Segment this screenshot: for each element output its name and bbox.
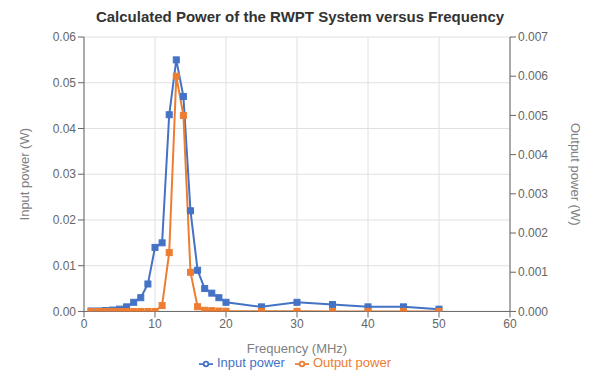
- svg-text:50: 50: [432, 317, 446, 331]
- html-text:Calculated Power of the RWPT S: Calculated Power of the RWPT System vers…: [95, 8, 505, 25]
- html-text:Output power: Output power: [312, 355, 391, 371]
- svg-text:20: 20: [219, 317, 233, 331]
- svg-text:0.001: 0.001: [518, 265, 548, 279]
- svg-text:40: 40: [361, 317, 375, 331]
- svg-text:0.005: 0.005: [518, 109, 548, 123]
- svg-text:0.004: 0.004: [518, 148, 548, 162]
- svg-text:0.03: 0.03: [53, 167, 77, 181]
- svg-text:0.00: 0.00: [53, 305, 77, 319]
- svg-text:0.007: 0.007: [518, 30, 548, 44]
- svg-text:0.01: 0.01: [53, 259, 77, 273]
- svg-text:0.006: 0.006: [518, 69, 548, 83]
- svg-text:0.06: 0.06: [53, 30, 77, 44]
- svg-text:0.05: 0.05: [53, 76, 77, 90]
- svg-text:Output power (W): Output power (W): [568, 123, 583, 226]
- svg-text:0.000: 0.000: [518, 305, 548, 319]
- svg-text:0: 0: [81, 317, 88, 331]
- svg-text:0.002: 0.002: [518, 226, 548, 240]
- svg-text:0.02: 0.02: [53, 213, 77, 227]
- svg-text:0.04: 0.04: [53, 122, 77, 136]
- svg-text:Input power (W): Input power (W): [17, 128, 32, 220]
- svg-text:10: 10: [148, 317, 162, 331]
- svg-text:Frequency (MHz): Frequency (MHz): [247, 341, 347, 356]
- html-text:Input power: Input power: [217, 355, 285, 371]
- svg-text:30: 30: [290, 317, 304, 331]
- svg-text:0.003: 0.003: [518, 187, 548, 201]
- svg-text:60: 60: [503, 317, 517, 331]
